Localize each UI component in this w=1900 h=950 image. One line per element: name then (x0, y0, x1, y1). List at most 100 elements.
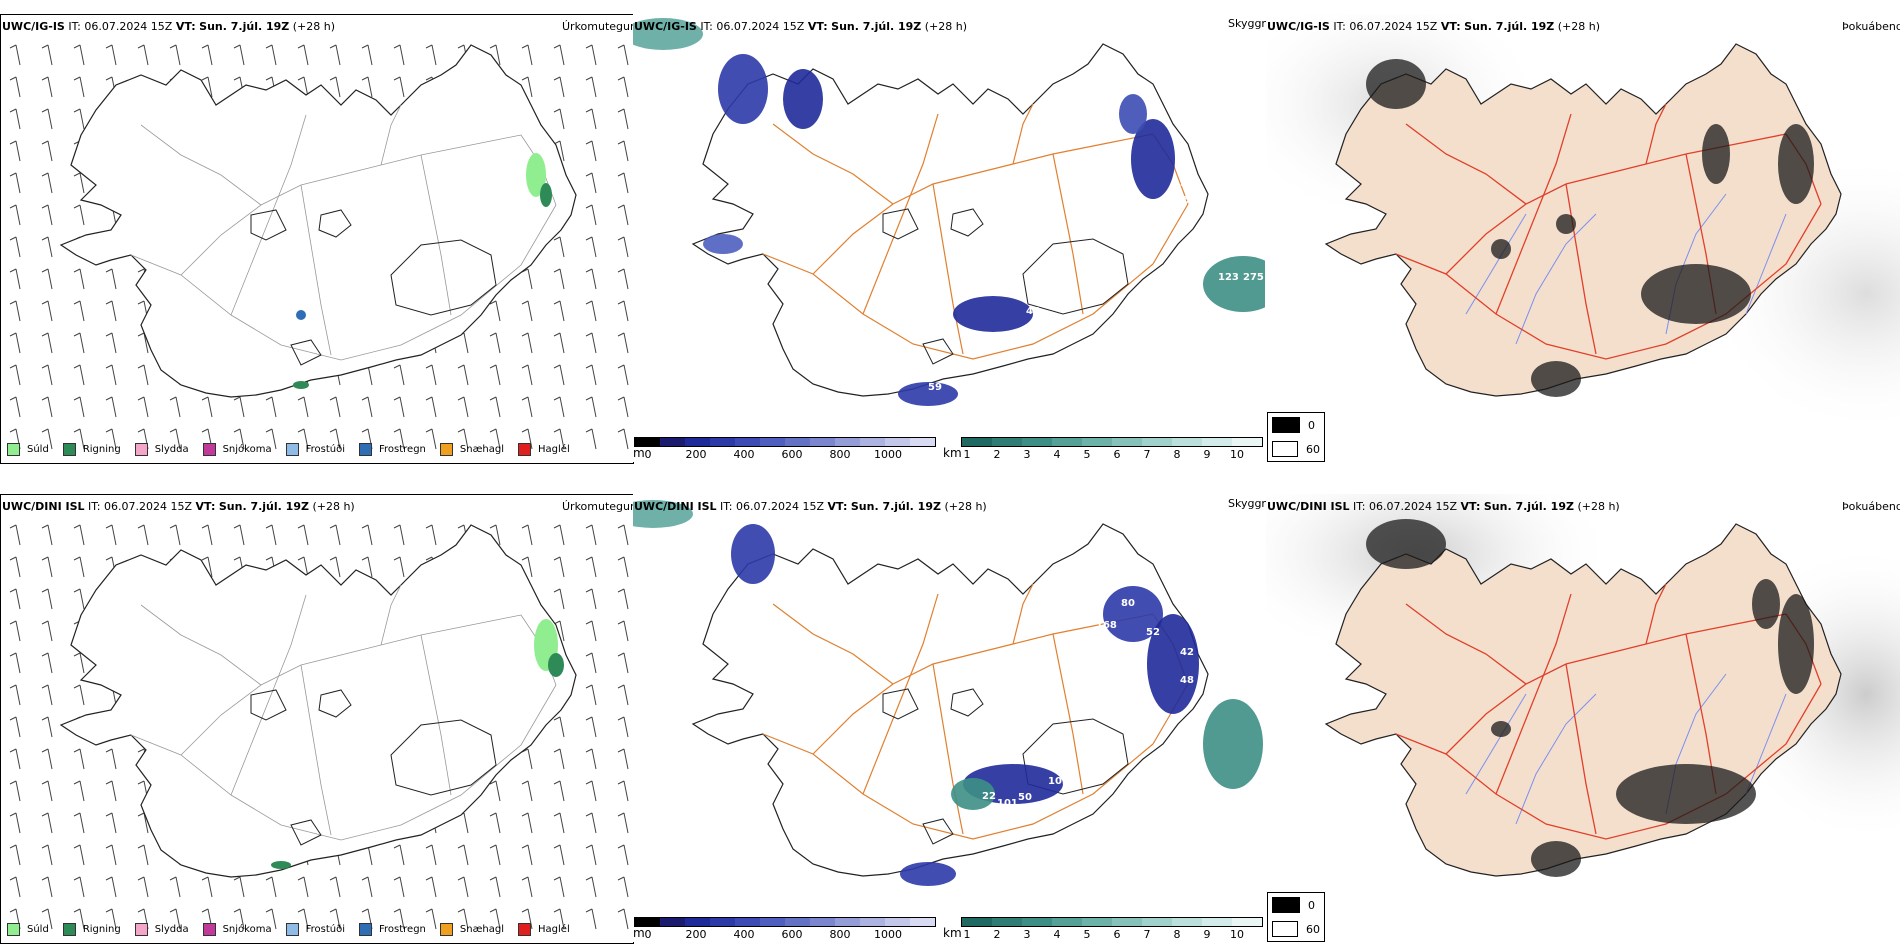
fog-area (1531, 361, 1581, 397)
precip-legend-item: Súld (7, 923, 49, 936)
wind-barb-flag (105, 396, 113, 401)
wind-barb-flag (169, 428, 177, 433)
wind-barb (527, 268, 533, 290)
wind-barb (527, 300, 533, 322)
precip-type-panel-1: Súld Rigning Slydda Snjókoma Frostúði Frostre… (0, 14, 634, 464)
wind-barb (591, 908, 597, 930)
wind-barb-flag (425, 524, 433, 529)
wind-barb-flag (553, 844, 561, 849)
wind-barb (367, 556, 373, 578)
wind-barb (15, 108, 21, 130)
cloud-area (1147, 614, 1199, 714)
wind-barb-flag (137, 428, 145, 433)
wind-barb-flag (105, 268, 113, 273)
visibility-scale-2: 1 2 3 4 5 6 7 8 9 10 (961, 917, 1263, 941)
wind-barb-flag (585, 300, 593, 305)
wind-barb (367, 396, 373, 418)
cloud-number-1-3: 44 (1026, 306, 1040, 317)
wind-barb-flag (41, 876, 49, 881)
visibility-tick-label: 10 (1230, 928, 1244, 941)
wind-barb (623, 716, 629, 738)
legend-label: Rigning (82, 924, 121, 935)
wind-barb-flag (73, 908, 81, 913)
wind-barb (207, 524, 213, 546)
precip-legend-item: Snjókoma (202, 443, 272, 456)
wind-barb-flag (265, 876, 273, 881)
cloud-number-2-7: 101 (997, 798, 1018, 809)
visibility-tick-label: 7 (1143, 448, 1151, 461)
fog-area (1491, 721, 1511, 737)
wind-barb (591, 364, 597, 386)
visibility-scale-swatch (992, 918, 1022, 926)
visibility-scale-swatch (962, 918, 992, 926)
wind-barb-flag (41, 844, 49, 849)
road-line (420, 154, 452, 316)
cloud-number-2-0: 48 (779, 563, 793, 574)
wind-barb (495, 812, 501, 834)
wind-barb (335, 76, 341, 98)
height-tick-label: 400 (733, 448, 755, 461)
wind-barb-flag (265, 428, 273, 433)
wind-barb-flag (201, 44, 209, 49)
wind-barb (559, 428, 565, 450)
wind-barb (527, 364, 533, 386)
wind-barb-flag (617, 332, 625, 337)
fog-swatch (1272, 417, 1300, 433)
wind-barb-flag (553, 236, 561, 241)
fog-scale-label: 0 (1308, 418, 1315, 432)
precip-legend-item: Snæhagl (439, 923, 504, 936)
wind-barb-flag (233, 44, 241, 49)
wind-barb-flag (329, 44, 337, 49)
road-line (380, 584, 402, 646)
wind-barb-flag (553, 44, 561, 49)
wind-barb (271, 428, 277, 450)
wind-barb-flag (9, 588, 17, 593)
legend-label: Frostregn (379, 444, 426, 455)
wind-barb (335, 908, 341, 930)
visibility-scale-swatch (1142, 438, 1172, 446)
wind-barb-flag (457, 428, 465, 433)
wind-barb (47, 332, 53, 354)
wind-barb (431, 908, 437, 930)
wind-barb-flag (233, 876, 241, 881)
wind-barb (559, 76, 565, 98)
wind-barb (47, 844, 53, 866)
wind-barb-flag (521, 332, 529, 337)
wind-barb-flag (73, 300, 81, 305)
wind-barb-flag (425, 44, 433, 49)
wind-barb (559, 364, 565, 386)
precip-legend-item: Snæhagl (439, 443, 504, 456)
height-scale-swatch (735, 918, 760, 926)
wind-barb (15, 76, 21, 98)
wind-barb-flag (73, 524, 81, 529)
wind-barb-flag (489, 364, 497, 369)
cloud-area (1119, 94, 1147, 134)
legend-swatch (359, 443, 372, 456)
wind-barb (623, 524, 629, 546)
wind-barb-flag (73, 396, 81, 401)
height-scale-swatch (810, 438, 835, 446)
road-line (180, 614, 522, 756)
wind-barb-flag (41, 780, 49, 785)
wind-barb-flag (41, 716, 49, 721)
wind-barb-flag (457, 876, 465, 881)
fog-panel-1 (1266, 14, 1900, 462)
wind-barb (15, 716, 21, 738)
visibility-scale-swatch (1202, 918, 1232, 926)
visibility-scale-swatch (1142, 918, 1172, 926)
wind-barb-flag (425, 396, 433, 401)
road-line (1565, 183, 1597, 355)
wind-barb (367, 76, 373, 98)
wind-barb-flag (393, 908, 401, 913)
wind-barb (175, 44, 181, 66)
wind-barb (527, 908, 533, 930)
wind-barb (79, 844, 85, 866)
height-unit-2: m (633, 926, 645, 940)
height-scale-swatch (760, 438, 785, 446)
wind-barb-flag (489, 780, 497, 785)
visibility-scale-1: 1 2 3 4 5 6 7 8 9 10 (961, 437, 1263, 461)
glacier-outline (1022, 238, 1129, 315)
wind-barb (623, 428, 629, 450)
wind-barb (143, 396, 149, 418)
wind-barb (559, 620, 565, 642)
